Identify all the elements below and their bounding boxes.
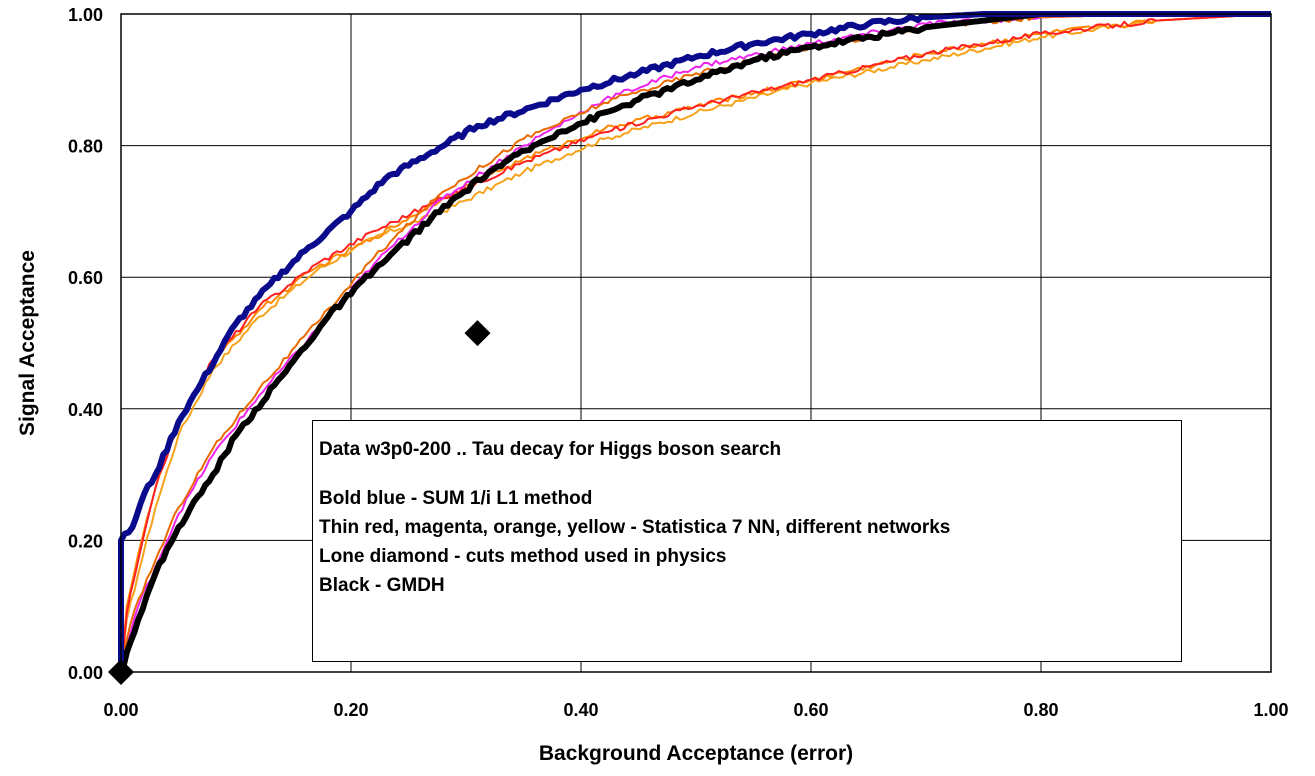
y-tick-label: 0.60 bbox=[68, 268, 103, 288]
x-tick-label: 0.60 bbox=[793, 700, 828, 720]
y-tick-label: 1.00 bbox=[68, 5, 103, 25]
annotation-line-nn: Thin red, magenta, orange, yellow - Stat… bbox=[319, 517, 951, 538]
x-axis-title: Background Acceptance (error) bbox=[539, 742, 853, 765]
x-tick-label: 0.80 bbox=[1023, 700, 1058, 720]
x-tick-labels: 0.00 0.20 0.40 0.60 0.80 1.00 bbox=[103, 700, 1288, 720]
series-line bbox=[120, 13, 1272, 673]
x-tick-label: 1.00 bbox=[1253, 700, 1288, 720]
annotation-box: Data w3p0-200 .. Tau decay for Higgs bos… bbox=[312, 420, 1182, 662]
y-tick-label: 0.20 bbox=[68, 531, 103, 551]
series-line bbox=[120, 13, 1272, 673]
y-tick-labels: 0.00 0.20 0.40 0.60 0.80 1.00 bbox=[68, 5, 103, 683]
diamond-marker bbox=[464, 320, 491, 347]
y-tick-label: 0.00 bbox=[68, 663, 103, 683]
x-tick-label: 0.20 bbox=[333, 700, 368, 720]
annotation-line-blue: Bold blue - SUM 1/i L1 method bbox=[319, 488, 593, 509]
y-axis-title: Signal Acceptance bbox=[16, 250, 39, 436]
annotation-line-diamond: Lone diamond - cuts method used in physi… bbox=[319, 546, 727, 567]
y-tick-label: 0.40 bbox=[68, 400, 103, 420]
plot-frame bbox=[120, 13, 1272, 673]
y-tick-label: 0.80 bbox=[68, 137, 103, 157]
x-tick-label: 0.40 bbox=[563, 700, 598, 720]
annotation-line-black: Black - GMDH bbox=[319, 575, 445, 596]
annotation-line-title: Data w3p0-200 .. Tau decay for Higgs bos… bbox=[319, 439, 782, 460]
x-tick-label: 0.00 bbox=[103, 700, 138, 720]
